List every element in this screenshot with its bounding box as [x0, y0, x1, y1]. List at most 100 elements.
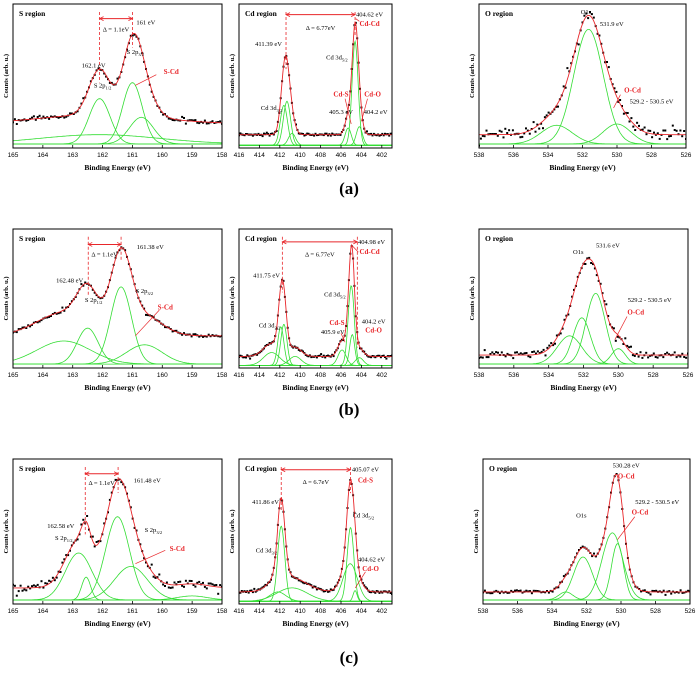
data-point [548, 344, 551, 347]
data-point [605, 303, 608, 306]
data-point [72, 113, 75, 115]
data-point [110, 81, 113, 84]
data-point [504, 355, 507, 358]
leader-line [135, 74, 157, 86]
data-point [91, 535, 94, 538]
data-point [175, 583, 178, 586]
data-point [645, 351, 648, 354]
peak-label: 404.62 eV [358, 557, 385, 564]
peak-label-text: 405.07 eV [352, 467, 379, 474]
x-axis-label: Binding Energy (eV) [84, 383, 151, 392]
peak-label-text: O-Cd [618, 472, 635, 480]
caption-b: (b) [338, 400, 360, 419]
data-point [38, 320, 41, 323]
data-point [641, 356, 644, 359]
peak-label-text: Cd 3d [256, 547, 272, 554]
data-point [302, 581, 304, 584]
data-point [299, 349, 302, 352]
data-point [384, 356, 386, 358]
data-point [658, 137, 661, 140]
data-point [282, 279, 285, 282]
peak-label: S 2p3/2 [127, 49, 145, 57]
data-point [487, 356, 490, 359]
data-point [261, 135, 264, 138]
peak-label: O1s [573, 249, 584, 256]
data-point [103, 72, 106, 75]
peak-label: S-Cd [170, 545, 185, 553]
x-tick-label: 412 [274, 152, 285, 159]
data-point [314, 585, 317, 588]
x-axis-label: Binding Energy (eV) [84, 619, 151, 628]
y-axis-label: Counts (arb. u.) [3, 276, 10, 320]
data-point [570, 62, 573, 65]
peak-label-text: 162.1 eV [82, 62, 106, 69]
data-point [272, 133, 275, 136]
peak-label-text: 411.75 eV [253, 272, 280, 279]
data-point [597, 279, 600, 282]
data-point [368, 355, 371, 358]
data-point [329, 134, 332, 137]
region-title: O region [485, 234, 514, 243]
data-point [551, 590, 554, 593]
fit-envelope [13, 478, 222, 589]
peak-label: O-Cd [627, 309, 644, 317]
x-tick-label: 538 [478, 608, 489, 615]
data-point [302, 133, 304, 135]
x-tick-label: 163 [67, 372, 78, 379]
data-point [34, 585, 37, 588]
data-point [179, 580, 182, 583]
data-point [378, 134, 381, 137]
data-point [598, 34, 601, 37]
peak-label: 161.38 eV [137, 244, 164, 251]
data-point [31, 116, 33, 119]
data-point [506, 352, 509, 355]
data-point [615, 90, 618, 93]
data-point [675, 356, 678, 359]
x-tick-label: 528 [648, 372, 659, 379]
data-point [59, 571, 62, 573]
data-point [21, 589, 24, 592]
peak-label-text: S 2p [127, 49, 139, 56]
data-point [303, 582, 306, 585]
data-point [654, 133, 657, 136]
data-point [559, 581, 562, 584]
data-point [327, 134, 329, 137]
data-point [639, 351, 642, 354]
peak-label-text: O1s [576, 512, 587, 519]
data-point [116, 77, 119, 80]
x-tick-label: 528 [650, 608, 661, 615]
data-point [626, 344, 629, 347]
data-point [36, 116, 39, 118]
peak-label-text: 405.3 eV [329, 109, 353, 116]
data-point [25, 119, 28, 122]
data-point [40, 319, 43, 322]
data-point [654, 356, 657, 358]
fit-envelope [239, 20, 392, 136]
data-point [673, 351, 676, 354]
data-point [540, 350, 543, 353]
data-point [13, 118, 16, 121]
data-point [677, 133, 680, 136]
data-point [363, 350, 366, 353]
data-point [171, 119, 174, 121]
peak-label: Cd-S [358, 476, 373, 484]
data-point [511, 129, 514, 132]
data-point [564, 86, 567, 89]
data-point [314, 132, 317, 135]
data-point [150, 563, 153, 566]
data-point [179, 119, 182, 122]
peak-label: 162.48 eV [56, 277, 83, 284]
data-point [310, 584, 313, 587]
data-point [656, 132, 659, 135]
data-point [46, 582, 49, 585]
data-point [320, 353, 323, 356]
data-point [120, 481, 123, 484]
data-point [302, 350, 304, 353]
peak-label: Cd-O [364, 91, 381, 99]
peak-label: 529.2 - 530.5 eV [630, 98, 674, 105]
data-point [297, 348, 300, 351]
data-point [529, 356, 532, 359]
